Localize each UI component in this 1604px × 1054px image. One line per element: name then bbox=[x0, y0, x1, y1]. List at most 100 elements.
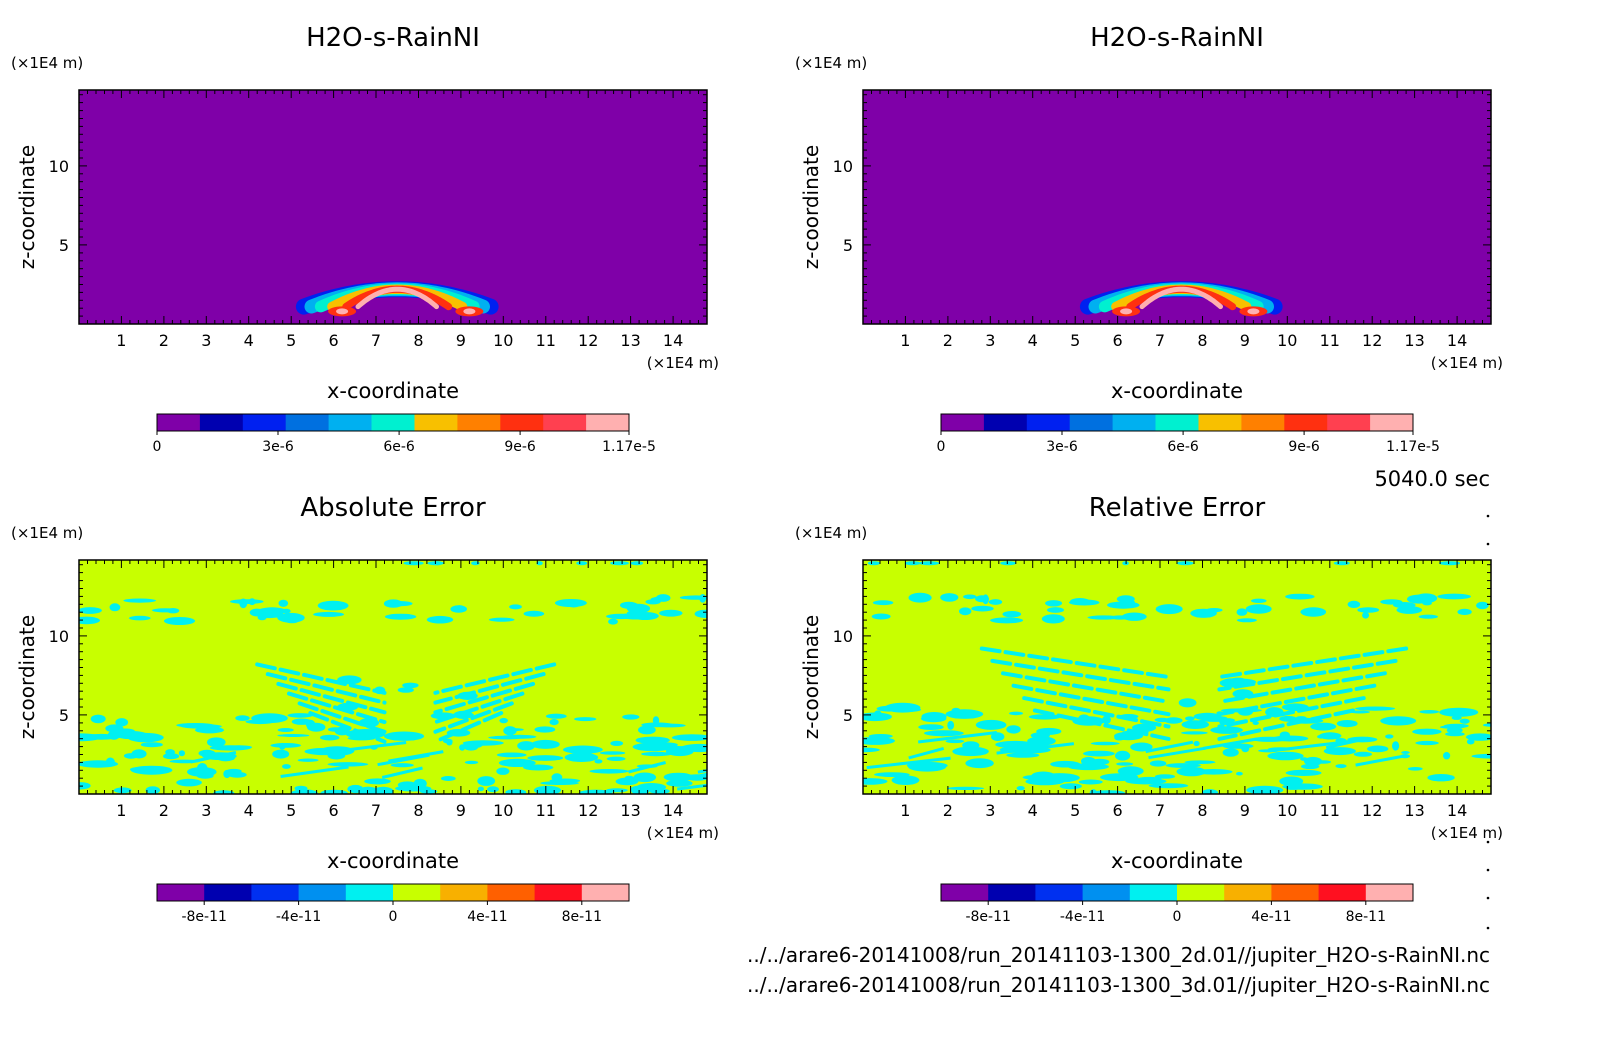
error-patch bbox=[457, 691, 478, 701]
x-tick-label: 6 bbox=[329, 331, 339, 350]
error-patch bbox=[551, 773, 563, 782]
error-patch bbox=[1164, 717, 1183, 724]
error-patch bbox=[1201, 789, 1218, 794]
error-patch bbox=[390, 763, 414, 768]
error-patch bbox=[982, 594, 989, 605]
error-patch bbox=[239, 598, 248, 609]
panel-3: Absolute Error(×1E4 m)1 2 3 4 5 6 7 8 9 10 11 12 13 1… bbox=[11, 493, 719, 925]
error-patch bbox=[1230, 677, 1246, 683]
x-unit-label: (×1E4 m) bbox=[647, 824, 719, 842]
error-patch bbox=[334, 726, 350, 736]
x-tick-label: 2 bbox=[159, 801, 169, 820]
error-stripe bbox=[918, 731, 997, 744]
error-patch bbox=[105, 757, 115, 767]
error-patch bbox=[459, 744, 466, 751]
y-tick-label: 10 bbox=[49, 157, 69, 176]
x-tick-label: 4 bbox=[244, 331, 254, 350]
error-patch bbox=[477, 776, 496, 786]
error-patch bbox=[462, 740, 504, 746]
margin-dot bbox=[1486, 542, 1490, 546]
plot-area bbox=[79, 90, 707, 324]
error-patch bbox=[904, 561, 921, 566]
error-stripe bbox=[628, 761, 666, 774]
error-stripe bbox=[276, 681, 387, 715]
error-patch bbox=[1281, 703, 1309, 711]
error-patch bbox=[610, 740, 624, 747]
error-patch bbox=[1323, 747, 1356, 756]
error-patch bbox=[990, 617, 1024, 624]
colorbar-tick-label: 1.17e-5 bbox=[1386, 439, 1440, 455]
colorbar-segment bbox=[157, 884, 205, 901]
y-unit-label: (×1E4 m) bbox=[795, 54, 867, 72]
error-patch bbox=[1027, 736, 1056, 746]
panel-title: H2O-s-RainNI bbox=[306, 23, 480, 53]
error-patch bbox=[163, 617, 196, 625]
error-patch bbox=[873, 710, 882, 718]
y-tick-label: 10 bbox=[833, 157, 853, 176]
error-patch bbox=[1392, 741, 1400, 751]
x-tick-label: 7 bbox=[371, 331, 381, 350]
error-patch bbox=[1285, 769, 1322, 777]
colorbar: 0 3e-6 6e-6 9e-6 1.17e-5 bbox=[153, 413, 656, 455]
error-patch bbox=[1039, 773, 1080, 783]
x-tick-label: 12 bbox=[1362, 801, 1382, 820]
error-patch bbox=[891, 775, 920, 785]
plot-area bbox=[79, 560, 707, 794]
error-stripe bbox=[1203, 737, 1258, 750]
error-patch bbox=[1198, 715, 1228, 720]
error-patch bbox=[633, 772, 657, 783]
x-tick-label: 9 bbox=[456, 801, 466, 820]
x-tick-label: 14 bbox=[1447, 801, 1467, 820]
error-patch bbox=[1445, 731, 1465, 737]
x-tick-label: 14 bbox=[663, 331, 683, 350]
x-tick-label: 8 bbox=[1197, 801, 1207, 820]
colorbar-segment bbox=[1198, 414, 1242, 431]
error-patch bbox=[499, 717, 509, 724]
x-axis-label: x-coordinate bbox=[327, 379, 459, 403]
error-patch bbox=[277, 734, 310, 737]
error-stripe bbox=[1022, 696, 1171, 729]
error-patch bbox=[606, 788, 628, 793]
error-patch bbox=[176, 778, 202, 787]
x-unit-label: (×1E4 m) bbox=[1431, 824, 1503, 842]
colorbar-segment bbox=[204, 884, 252, 901]
x-tick-label: 3 bbox=[985, 801, 995, 820]
panel-title: Absolute Error bbox=[300, 493, 486, 523]
error-patch bbox=[945, 709, 984, 719]
y-axis-label: z-coordinate bbox=[15, 145, 39, 269]
x-tick-label: 6 bbox=[1113, 331, 1123, 350]
rain-max-core bbox=[1120, 308, 1133, 315]
error-patch bbox=[1385, 734, 1394, 739]
error-patch bbox=[270, 743, 302, 748]
error-patch bbox=[1466, 738, 1475, 745]
error-patch bbox=[536, 561, 543, 566]
error-patch bbox=[863, 736, 895, 745]
error-patch bbox=[641, 751, 672, 757]
error-patch bbox=[488, 735, 524, 740]
x-tick-label: 6 bbox=[329, 801, 339, 820]
error-patch bbox=[565, 599, 582, 608]
error-patch bbox=[1357, 607, 1380, 613]
error-chevrons bbox=[979, 646, 1409, 741]
error-patch bbox=[79, 733, 102, 742]
error-patch bbox=[1439, 707, 1479, 717]
rain-max-core bbox=[463, 308, 476, 315]
error-patch bbox=[1282, 783, 1323, 790]
x-tick-label: 2 bbox=[159, 331, 169, 350]
axis-ticks bbox=[863, 560, 1492, 794]
error-patch bbox=[1125, 778, 1167, 785]
colorbar-segment bbox=[586, 414, 630, 431]
x-tick-label: 14 bbox=[1447, 331, 1467, 350]
x-tick-label: 5 bbox=[286, 801, 296, 820]
panel-2: H2O-s-RainNI(×1E4 m)1 2 3 4 5 6 7 8 9 10 11 12 13 145… bbox=[795, 23, 1503, 455]
error-patch bbox=[129, 766, 152, 773]
error-patch bbox=[1130, 742, 1153, 752]
error-patch bbox=[1181, 731, 1208, 735]
x-unit-label: (×1E4 m) bbox=[1431, 354, 1503, 372]
error-stripe bbox=[1001, 671, 1171, 704]
colorbar-segment bbox=[1241, 414, 1285, 431]
error-patch bbox=[501, 761, 527, 766]
error-patch bbox=[1155, 604, 1183, 615]
y-unit-label: (×1E4 m) bbox=[11, 54, 83, 72]
axis-ticks bbox=[863, 90, 1492, 324]
